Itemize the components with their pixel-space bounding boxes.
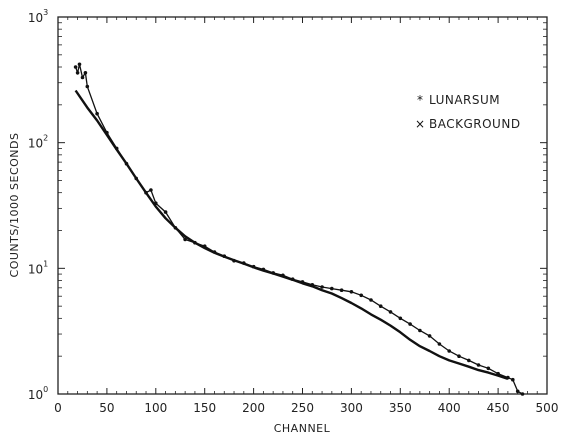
- x-tick-label: 300: [340, 401, 363, 415]
- x-tick-label: 400: [438, 401, 461, 415]
- y-tick-base: 10: [28, 137, 43, 151]
- x-tick-label: 100: [144, 401, 167, 415]
- y-tick-base: 10: [28, 11, 43, 25]
- y-tick-exponent: 3: [43, 8, 48, 17]
- data-point-lunarsum: [369, 298, 373, 302]
- data-point-lunarsum: [75, 71, 80, 75]
- y-tick-label: 101: [28, 259, 48, 276]
- data-point-lunarsum: [85, 84, 90, 89]
- data-point-lunarsum: [408, 322, 412, 326]
- x-tick-label: 150: [193, 401, 216, 415]
- data-point-lunarsum: [476, 363, 481, 367]
- data-point-lunarsum: [149, 188, 153, 192]
- legend-label: BACKGROUND: [429, 117, 521, 131]
- data-point-lunarsum: [467, 358, 471, 363]
- x-axis-ticks: 0 50 100 150 200 250 300 350 400 450 500: [54, 17, 558, 415]
- y-tick-base: 10: [28, 388, 43, 402]
- data-point-lunarsum: [447, 349, 452, 353]
- plot-frame: [57, 16, 548, 395]
- x-tick-label: 450: [487, 401, 510, 415]
- data-point-lunarsum: [349, 290, 354, 294]
- x-tick-label: 350: [389, 401, 412, 415]
- data-point-lunarsum: [73, 65, 78, 69]
- data-point-lunarsum: [398, 316, 403, 321]
- x-tick-label: 0: [54, 401, 62, 415]
- y-tick-label: 102: [28, 134, 48, 151]
- y-axis-title: COUNTS/1000 SECONDS: [8, 133, 21, 278]
- data-point-lunarsum: [486, 366, 491, 371]
- data-point-lunarsum: [95, 111, 99, 116]
- data-point-lunarsum: [511, 377, 515, 382]
- data-point-lunarsum: [359, 293, 364, 298]
- legend: * LUNARSUM × BACKGROUND: [415, 93, 521, 131]
- data-point-lunarsum: [457, 354, 461, 359]
- data-point-lunarsum: [83, 71, 88, 75]
- data-point-lunarsum: [80, 75, 85, 80]
- data-point-lunarsum: [388, 310, 393, 314]
- legend-marker: ×: [415, 117, 425, 131]
- x-axis-title: CHANNEL: [274, 422, 331, 435]
- data-point-lunarsum: [163, 210, 168, 214]
- x-tick-label: 500: [536, 401, 559, 415]
- series-layer: [73, 62, 525, 396]
- data-point-lunarsum: [437, 342, 442, 346]
- y-tick-label: 103: [28, 8, 48, 25]
- y-tick-label: 100: [28, 385, 48, 402]
- series-trace-lunarsum: [74, 64, 523, 395]
- data-point-lunarsum: [378, 304, 383, 309]
- data-point-lunarsum: [330, 286, 334, 291]
- y-tick-exponent: 1: [43, 259, 48, 268]
- y-tick-base: 10: [28, 262, 43, 276]
- y-tick-exponent: 0: [43, 385, 48, 394]
- data-point-lunarsum: [427, 334, 432, 338]
- series-line-background: [74, 89, 509, 380]
- data-point-lunarsum: [339, 288, 344, 293]
- data-point-lunarsum: [418, 328, 422, 333]
- legend-label: LUNARSUM: [429, 93, 500, 107]
- data-point-lunarsum: [515, 389, 520, 394]
- x-tick-label: 200: [242, 401, 265, 415]
- legend-marker: *: [417, 93, 423, 107]
- data-point-lunarsum: [183, 237, 187, 242]
- x-tick-label: 250: [291, 401, 314, 415]
- data-point-lunarsum: [77, 62, 82, 67]
- data-point-lunarsum: [520, 392, 525, 396]
- x-tick-label: 50: [99, 401, 114, 415]
- y-tick-exponent: 2: [43, 134, 48, 143]
- data-point-lunarsum: [320, 285, 324, 289]
